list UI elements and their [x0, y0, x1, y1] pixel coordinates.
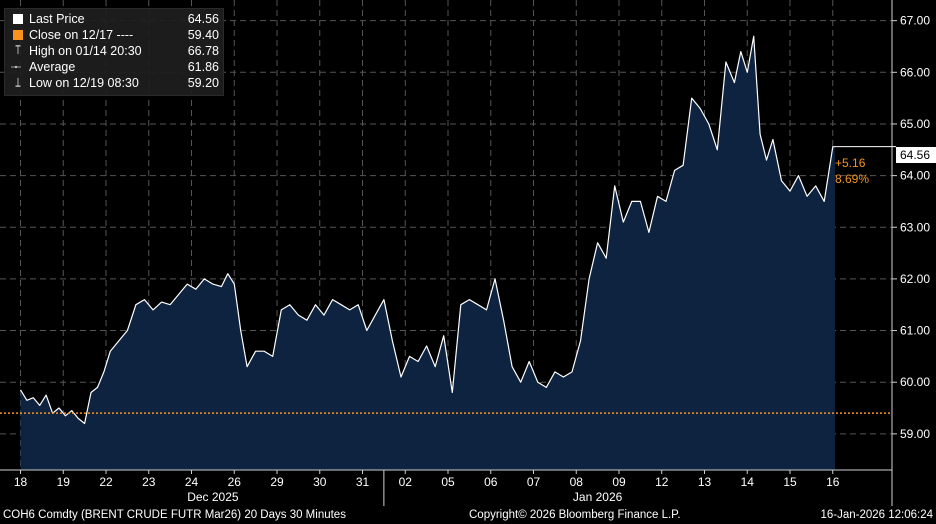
y-tick-label: 63.00	[900, 220, 930, 234]
x-tick-label: 22	[99, 475, 113, 489]
x-tick-label: 09	[612, 475, 626, 489]
average-line-icon	[11, 65, 21, 69]
last-price-tag: 64.56	[900, 148, 930, 162]
x-axis: 18 19 22 23 24 26 29 30 31 02 05 06 07 08 09 12 13 14 15 16…	[0, 469, 892, 506]
y-tick-label: 60.00	[900, 375, 930, 389]
legend-item-close: Close on 12/17 ---- 59.40	[9, 27, 219, 43]
price-area	[20, 36, 835, 470]
legend-item-low: Low on 12/19 08:30 59.20	[9, 75, 219, 91]
legend-label: High on 01/14 20:30	[29, 44, 142, 58]
legend-item-last-price: Last Price 64.56	[9, 11, 219, 27]
high-bar-icon	[15, 45, 21, 55]
y-tick-label: 59.00	[900, 427, 930, 441]
x-tick-label: 18	[14, 475, 28, 489]
x-tick-label: 16	[826, 475, 840, 489]
y-tick-label: 67.00	[900, 14, 930, 28]
x-tick-label: 19	[57, 475, 71, 489]
price-line	[19, 35, 835, 425]
last-price-tag-box	[896, 147, 936, 163]
legend-value: 64.56	[187, 12, 219, 26]
legend-label: Average	[29, 60, 76, 74]
legend-item-high: High on 01/14 20:30 66.78	[9, 43, 219, 59]
x-tick-label: 30	[313, 475, 327, 489]
month-label: Dec 2025	[187, 490, 239, 504]
x-tick-label: 15	[783, 475, 797, 489]
y-axis: 59.00 60.00 61.00 62.00 63.00 64.00 65.00 66.00…	[891, 0, 930, 506]
legend-item-average: Average 61.86	[9, 59, 219, 75]
x-tick-label: 29	[270, 475, 284, 489]
y-tick-label: 66.00	[900, 65, 930, 79]
x-tick-label: 12	[655, 475, 669, 489]
x-tick-label: 05	[441, 475, 455, 489]
x-tick-label: 14	[741, 475, 755, 489]
footer-bar: COH6 Comdty (BRENT CRUDE FUTR Mar26) 20 …	[0, 506, 936, 524]
legend-label: Low on 12/19 08:30	[29, 76, 139, 90]
ticker-description: COH6 Comdty (BRENT CRUDE FUTR Mar26) 20 …	[3, 509, 346, 521]
copyright-text: Copyright© 2026 Bloomberg Finance L.P.	[469, 509, 681, 521]
legend-value: 61.86	[187, 60, 219, 74]
legend-value: 59.40	[187, 28, 219, 42]
low-bar-icon	[15, 77, 21, 87]
x-tick-label: 13	[698, 475, 712, 489]
square-icon	[13, 14, 23, 24]
y-tick-label: 61.00	[900, 324, 930, 338]
square-icon	[13, 30, 23, 40]
x-tick-label: 06	[484, 475, 498, 489]
x-tick-label: 23	[142, 475, 156, 489]
y-tick-label: 64.00	[900, 169, 930, 183]
legend-label: Close on 12/17 ----	[29, 28, 134, 42]
x-tick-label: 07	[527, 475, 541, 489]
legend-value: 66.78	[187, 44, 219, 58]
y-tick-label: 65.00	[900, 117, 930, 131]
change-label: +5.16	[835, 156, 866, 170]
x-tick-label: 26	[228, 475, 242, 489]
legend: Last Price 64.56 Close on 12/17 ---- 59.…	[4, 8, 224, 96]
x-tick-label: 02	[399, 475, 413, 489]
x-tick-label: 24	[185, 475, 199, 489]
price-tags: +5.16 8.69% 64.56	[834, 146, 936, 186]
legend-label: Last Price	[29, 12, 85, 26]
x-tick-label: 31	[356, 475, 370, 489]
y-tick-label: 62.00	[900, 272, 930, 286]
x-tick-label: 08	[570, 475, 584, 489]
timestamp: 16-Jan-2026 12:06:24	[820, 509, 933, 521]
legend-value: 59.20	[187, 76, 219, 90]
change-pct-label: 8.69%	[835, 172, 869, 186]
month-label: Jan 2026	[573, 490, 623, 504]
